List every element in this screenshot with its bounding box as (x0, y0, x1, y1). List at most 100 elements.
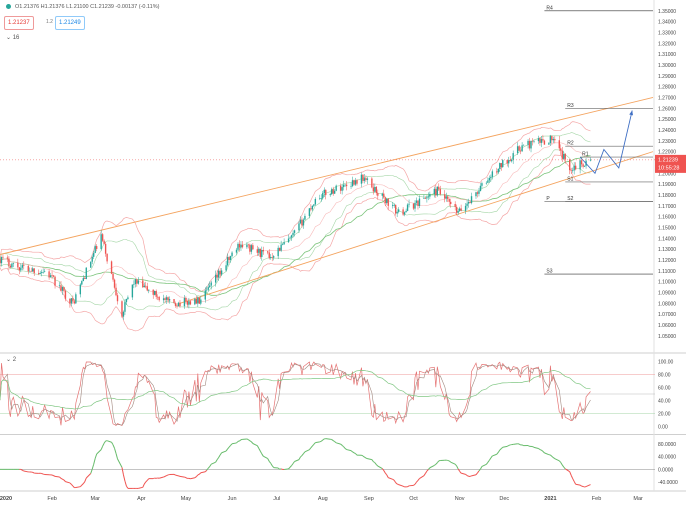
osc-tick-label: 80.00 (658, 373, 671, 379)
candle-body (112, 274, 113, 280)
candle-body (468, 202, 469, 204)
candle-body (75, 294, 76, 303)
time-tick-label: Nov (455, 496, 465, 502)
momentum-segment (382, 469, 383, 471)
candle-body (579, 160, 580, 169)
candle-body (477, 192, 478, 194)
candle-body (17, 263, 18, 267)
momentum-segment (576, 484, 580, 485)
candle-body (267, 251, 268, 252)
candle-body (90, 262, 91, 268)
candle-body (44, 271, 45, 272)
momentum-segment (70, 483, 71, 484)
candle-body (8, 259, 9, 266)
candle-body (263, 250, 264, 251)
momentum-segment (239, 440, 240, 441)
momentum-segment (336, 443, 340, 444)
candle-body (496, 171, 497, 172)
candle-body (196, 299, 197, 304)
price-tick-label: 1.11000 (658, 269, 676, 275)
candle-body (373, 187, 374, 191)
candle-body (42, 272, 43, 273)
candle-body (466, 204, 467, 206)
momentum-segment (315, 442, 319, 443)
pivot-label-r3: R3 (567, 103, 574, 109)
inner-band-lower-line (0, 150, 591, 310)
candle-body (270, 257, 271, 258)
candle-body (115, 288, 116, 295)
candle-body (148, 290, 149, 291)
candle-body (335, 186, 336, 191)
candle-body (512, 153, 513, 160)
momentum-segment (201, 472, 205, 473)
candle-body (355, 180, 356, 184)
ohlc-text: O1.21376 H1.21376 L1.21100 C1.21239 -0.0… (15, 4, 159, 10)
main-pane-indicator-count: 16 (13, 35, 20, 41)
candle-body (154, 291, 155, 295)
momentum-segment (489, 458, 490, 460)
candle-body (144, 286, 145, 287)
candle-body (428, 197, 429, 198)
candle-body (166, 297, 167, 300)
sell-price-button[interactable]: 1.21237 (4, 16, 34, 30)
candle-body (142, 281, 143, 288)
collapse-chevron-icon[interactable]: ⌄ (6, 35, 13, 41)
osc-collapse-chevron-icon[interactable]: ⌄ (6, 357, 13, 363)
candle-body (447, 196, 448, 198)
momentum-segment (321, 440, 322, 441)
candle-body (218, 271, 219, 278)
price-tick-label: 1.22000 (658, 150, 676, 156)
candle-body (261, 250, 262, 257)
momentum-segment (123, 475, 124, 481)
price-tick-label: 1.24000 (658, 128, 676, 134)
candle-body (303, 220, 304, 226)
momentum-segment (289, 467, 290, 469)
candle-body (209, 286, 210, 288)
candle-body (13, 263, 14, 264)
price-tick-label: 1.27000 (658, 95, 676, 101)
buy-price-button[interactable]: 1.21249 (55, 16, 85, 30)
momentum-segment (144, 482, 145, 484)
momentum-segment (210, 464, 211, 466)
candle-body (163, 298, 164, 300)
bollinger-lower-line (0, 155, 591, 331)
time-tick-label: 2021 (544, 496, 556, 502)
momentum-segment (559, 461, 560, 463)
candle-body (153, 290, 154, 295)
candle-body (371, 179, 372, 188)
ohlc-readout: O1.21376 H1.21376 L1.21100 C1.21239 -0.0… (6, 4, 159, 10)
candle-body (240, 245, 241, 248)
stochastic-slow-line (0, 370, 591, 409)
momentum-segment (562, 465, 563, 467)
momentum-segment (351, 451, 352, 452)
candle-body (331, 189, 332, 194)
momentum-segment (272, 466, 273, 468)
candle-body (164, 298, 165, 300)
osc-pane-indicator-count: 2 (13, 357, 16, 363)
momentum-segment (113, 445, 114, 449)
momentum-segment (457, 466, 458, 469)
candle-body (419, 199, 420, 206)
momentum-segment (293, 461, 294, 463)
momentum-segment (95, 454, 96, 458)
momentum-segment (284, 469, 288, 470)
candle-body (523, 145, 524, 146)
candle-body (475, 192, 476, 196)
momentum-segment (533, 447, 534, 448)
price-tick-label: 1.15000 (658, 225, 676, 231)
candle-body (315, 199, 316, 204)
momentum-segment (251, 442, 252, 444)
momentum-segment (71, 484, 72, 486)
candle-body (361, 175, 362, 184)
momentum-segment (104, 441, 105, 443)
candle-body (246, 245, 247, 248)
candle-body (330, 194, 331, 195)
candle-body (72, 298, 73, 301)
candle-body (199, 298, 200, 304)
momentum-segment (262, 454, 263, 456)
candle-body (346, 185, 347, 187)
pivot-label-r2: R2 (567, 141, 574, 147)
momentum-segment (472, 475, 476, 476)
momentum-segment (153, 478, 154, 479)
